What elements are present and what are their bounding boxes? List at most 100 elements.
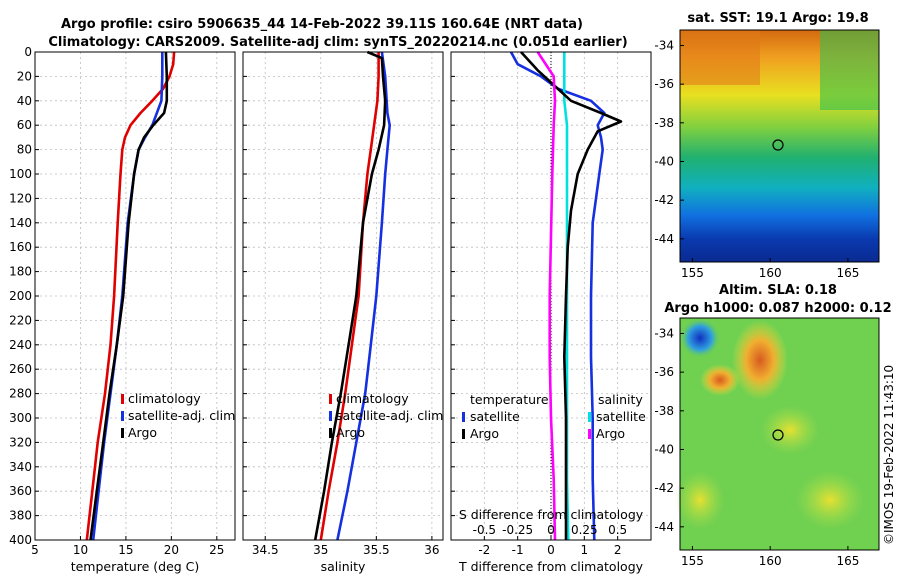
series-line-satellite-adj-clim: [336, 51, 392, 541]
legend-salinity-header: salinity: [598, 392, 643, 407]
legend-entry: Argo: [470, 426, 499, 441]
legend-swatch: [462, 412, 465, 422]
y-tick-label: 340: [9, 460, 32, 474]
plot-frame: [450, 51, 652, 541]
legend-entry: Argo: [336, 425, 365, 440]
y-tick-label: 80: [17, 143, 32, 157]
map-lon-label: 165: [836, 266, 859, 280]
map-lat-label: -38: [654, 404, 674, 418]
sla-map-frame: [679, 317, 880, 551]
map-lat-label: -40: [654, 154, 674, 168]
sla-map-title-line1: Altim. SLA: 0.18: [719, 283, 837, 298]
top-tick-label: -0.25: [502, 523, 533, 537]
top-tick-label: 0.25: [571, 523, 598, 537]
map-lon-label: 160: [759, 266, 782, 280]
legend-entry: Argo: [596, 426, 625, 441]
plot-frame: [34, 51, 236, 541]
x-tick-label: 35: [313, 543, 328, 557]
y-tick-label: 380: [9, 509, 32, 523]
x-tick-label: 20: [164, 543, 179, 557]
legend-entry: Argo: [128, 425, 157, 440]
y-tick-label: 180: [9, 265, 32, 279]
y-tick-label: 60: [17, 118, 32, 132]
sst-map-ticks: -34 -36 -38 -40 -42 -44 155 160 165: [654, 38, 859, 280]
map-lat-label: -40: [654, 442, 674, 456]
map-lat-label: -36: [654, 77, 674, 91]
legend-swatch: [588, 412, 591, 422]
figure-title-line2: Climatology: CARS2009. Satellite-adj cli…: [48, 35, 627, 50]
sla-low-blob: [680, 318, 720, 358]
legend-swatch: [121, 411, 124, 421]
series-line-s-argo: [536, 51, 557, 541]
sst-map-title: sat. SST: 19.1 Argo: 19.8: [687, 11, 868, 26]
legend-swatch: [329, 394, 332, 404]
legend-entry: satellite: [470, 409, 520, 424]
series-line-t-argo: [520, 51, 623, 540]
x-axis-label: salinity: [321, 559, 366, 574]
y-tick-label: 280: [9, 387, 32, 401]
legend-swatch: [329, 428, 332, 438]
figure-title-line1: Argo profile: csiro 5906635_44 14-Feb-20…: [61, 17, 583, 32]
series-line-argo: [89, 51, 169, 541]
y-tick-label: 220: [9, 313, 32, 327]
x-axis-label: T difference from climatology: [458, 559, 644, 574]
legend-entry: climatology: [128, 391, 201, 406]
x-tick-label: 0: [547, 543, 555, 557]
y-tick-label: 200: [9, 289, 32, 303]
map-lat-label: -42: [654, 481, 674, 495]
sst-argo-location-marker: [772, 139, 784, 151]
y-tick-label: 240: [9, 338, 32, 352]
y-tick-label: 360: [9, 484, 32, 498]
y-tick-label: 0: [24, 45, 32, 59]
map-lat-label: -34: [654, 38, 674, 52]
sla-yellow-blob-2: [795, 470, 865, 530]
credit-text: ©IMOS 19-Feb-2022 11:43:10: [882, 365, 896, 545]
map-lat-label: -36: [654, 365, 674, 379]
sla-map-title-line2: Argo h1000: 0.087 h2000: 0.12: [664, 301, 891, 316]
x-tick-label: 34.5: [252, 543, 279, 557]
map-lon-label: 155: [681, 554, 704, 568]
legend-swatch: [588, 429, 591, 439]
sla-map: Altim. SLA: 0.18 Argo h1000: 0.087 h2000…: [654, 283, 891, 568]
sst-map: sat. SST: 19.1 Argo: 19.8 -34 -36 -38 -40 -4…: [654, 11, 880, 280]
x-tick-label: 10: [73, 543, 88, 557]
map-lat-label: -42: [654, 193, 674, 207]
x-tick-label: 1: [581, 543, 589, 557]
sst-green-patch: [820, 30, 879, 110]
legend-swatch: [121, 428, 124, 438]
sla-yellow-blob: [760, 405, 820, 455]
x-axis-label: temperature (deg C): [71, 559, 200, 574]
top-axis-label: S difference from climatology: [459, 507, 644, 522]
y-tick-label: 400: [9, 533, 32, 547]
y-tick-label: 100: [9, 167, 32, 181]
y-tick-label: 40: [17, 94, 32, 108]
sla-yellow-blob-3: [675, 470, 725, 530]
map-lon-label: 165: [836, 554, 859, 568]
sla-high-blob-2: [700, 364, 740, 396]
top-tick-label: 0: [547, 523, 555, 537]
y-tick-label: 160: [9, 240, 32, 254]
y-tick-label: 260: [9, 362, 32, 376]
y-tick-label: 20: [17, 69, 32, 83]
temperature-panel: 5 10 15 20 25 0 20 40 60 80 100 120 140 160 180 200 220 2…: [9, 45, 236, 574]
sst-warm-patch: [680, 30, 760, 85]
map-lon-label: 160: [759, 554, 782, 568]
legend-swatch: [462, 429, 465, 439]
legend-swatch: [121, 394, 124, 404]
y-tick-label: 300: [9, 411, 32, 425]
x-tick-label: 35.5: [363, 543, 390, 557]
series-line-climatology: [85, 51, 176, 541]
sla-high-blob: [732, 320, 788, 400]
x-tick-label: 2: [614, 543, 622, 557]
series-line-argo: [313, 50, 387, 541]
sla-argo-location-marker: [772, 429, 784, 441]
legend-entry: satellite: [596, 409, 646, 424]
legend-swatch: [329, 411, 332, 421]
x-tick-label: -1: [512, 543, 524, 557]
legend-temperature-header: temperature: [470, 392, 549, 407]
map-lat-label: -38: [654, 116, 674, 130]
x-tick-label: 25: [209, 543, 224, 557]
sla-map-ticks: -34 -36 -38 -40 -42 -44 155 160 165: [654, 326, 859, 568]
x-tick-label: -2: [478, 543, 490, 557]
